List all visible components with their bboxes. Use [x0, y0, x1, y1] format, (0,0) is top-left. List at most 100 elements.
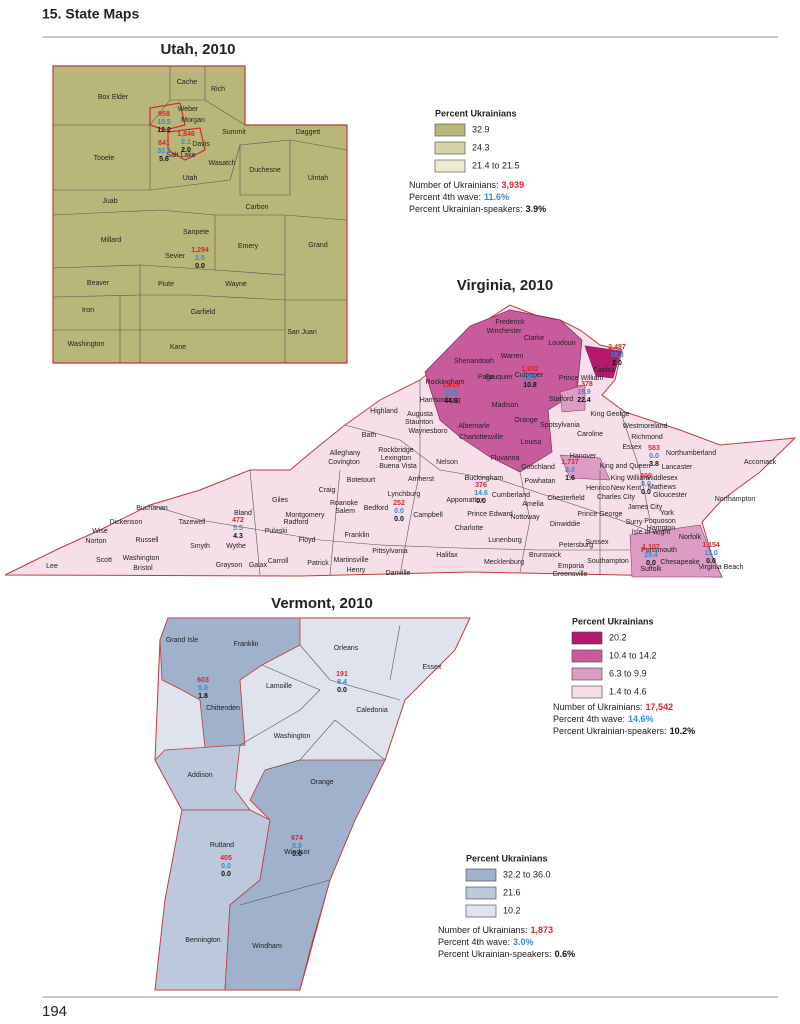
data-label: 603: [197, 677, 209, 684]
data-label: 674: [291, 835, 303, 842]
county-label: Dinwiddie: [550, 521, 580, 528]
county-label: Essex: [622, 444, 642, 451]
county-label: Sevier: [165, 253, 186, 260]
county-label: Tooele: [94, 155, 115, 162]
stat-line: Percent Ukrainian-speakers: 3.9%: [409, 204, 546, 214]
county-label: Lunenburg: [488, 537, 522, 544]
data-label: 5.6: [159, 156, 169, 163]
county-label: Madison: [492, 402, 519, 409]
stat-label: Percent Ukrainian-speakers:: [438, 949, 552, 959]
county-label: Prince William: [559, 375, 604, 382]
data-label: 2.0: [181, 147, 191, 154]
data-label: 8.0: [565, 467, 575, 474]
county-label: Uintah: [308, 175, 328, 182]
county-label: Craig: [319, 487, 336, 494]
state-map-group: Vermont, 2010 Grand Isle Franklin Orleans Es…: [166, 595, 575, 959]
county-label: New Kent: [611, 485, 641, 492]
data-label: 0.0: [292, 851, 302, 858]
county-label: Beaver: [87, 280, 110, 287]
stat-line: Percent 4th wave: 14.6%: [553, 714, 654, 724]
data-label: 22.4: [577, 397, 591, 404]
county-label: Hanover: [570, 453, 597, 460]
data-label: 33.2: [157, 148, 171, 155]
data-label: 252: [393, 500, 405, 507]
legend-title: Percent Ukrainians: [466, 853, 548, 863]
county-label: Lynchburg: [388, 491, 421, 498]
county-label: Radford: [284, 519, 309, 526]
data-label: 0.0: [394, 516, 404, 523]
data-label: 19.9: [577, 389, 591, 396]
county-label: Waynesboro: [408, 428, 447, 435]
legend-label: 21.6: [503, 887, 521, 897]
county-label: Mecklenburg: [484, 559, 524, 566]
county-label: Franklin: [345, 532, 370, 539]
county-label: Utah: [183, 175, 198, 182]
county-label: Washington: [123, 555, 160, 562]
county-label: Piute: [158, 281, 174, 288]
county-label: Box Elder: [98, 94, 129, 101]
county-label: Chittenden: [206, 705, 240, 712]
stat-label: Number of Ukrainians:: [438, 925, 528, 935]
legend-swatch: [571, 631, 603, 645]
county-label: Cumberland: [492, 492, 530, 499]
county-label: Southampton: [587, 558, 629, 565]
page-number: 194: [42, 1003, 67, 1020]
map-title: Utah, 2010: [160, 41, 235, 58]
county-label: Bristol: [133, 565, 153, 572]
county-label: Westmoreland: [622, 423, 667, 430]
legend-label: 24.3: [472, 142, 490, 152]
section-title: 15. State Maps: [42, 6, 139, 22]
legend-label: 32.9: [472, 124, 490, 134]
county-label: Poquoson: [644, 518, 676, 525]
county-label: Buckingham: [465, 475, 504, 482]
county-label: Grayson: [216, 562, 243, 569]
data-label: 405: [220, 855, 232, 862]
county-label: Staunton: [405, 419, 433, 426]
county-label: Chesterfield: [547, 495, 584, 502]
county-label: Washington: [274, 733, 311, 740]
county-label: Amelia: [522, 501, 544, 508]
county-label: Bedford: [364, 505, 389, 512]
county-label: Patrick: [307, 560, 329, 567]
data-label: 1,832: [521, 366, 539, 373]
county-label: Floyd: [298, 537, 315, 544]
county-label: Wayne: [225, 281, 247, 288]
county-label: Goochland: [521, 464, 555, 471]
county-label: Orange: [514, 417, 537, 424]
virginia-map: [4, 304, 797, 578]
county-label: Warren: [501, 353, 524, 360]
county-label: Dickenson: [110, 519, 143, 526]
stat-line: Number of Ukrainians: 1,873: [438, 925, 553, 935]
data-label: 583: [648, 445, 660, 452]
county-label: Stafford: [549, 396, 573, 403]
stat-label: Percent Ukrainian-speakers:: [409, 204, 523, 214]
legend-label: 1.4 to 4.6: [609, 686, 647, 696]
county-label: Buchanan: [136, 505, 168, 512]
data-label: 18.3: [610, 352, 624, 359]
county-label: Spotsylvania: [540, 422, 580, 429]
data-label: 0.0: [641, 489, 651, 496]
stat-line: Percent 4th wave: 3.0%: [438, 937, 534, 947]
stat-label: Percent Ukrainian-speakers:: [553, 726, 667, 736]
county-label: Loudoun: [548, 340, 575, 347]
county-label: Portsmouth: [641, 547, 677, 554]
legend-label: 32.2 to 36.0: [503, 869, 551, 879]
legend-label: 21.4 to 21.5: [472, 160, 520, 170]
legend-title: Percent Ukrainians: [572, 616, 654, 626]
legend-swatch: [571, 685, 603, 699]
county-label: Botetourt: [347, 477, 375, 484]
county-label: Charlottesville: [459, 434, 503, 441]
county-label: Lee: [46, 563, 58, 570]
data-label: 0.0: [706, 558, 716, 565]
data-label: 809: [640, 473, 652, 480]
legend-swatch: [434, 123, 466, 137]
county-label: Addison: [187, 772, 212, 779]
county-label: Northampton: [715, 496, 756, 503]
map-title: Virginia, 2010: [457, 277, 553, 294]
county-label: Grand: [308, 242, 328, 249]
map-title: Vermont, 2010: [271, 595, 373, 612]
legend-swatch: [465, 868, 497, 882]
county-label: Danville: [386, 570, 411, 577]
county-label: Hampton: [647, 525, 676, 532]
